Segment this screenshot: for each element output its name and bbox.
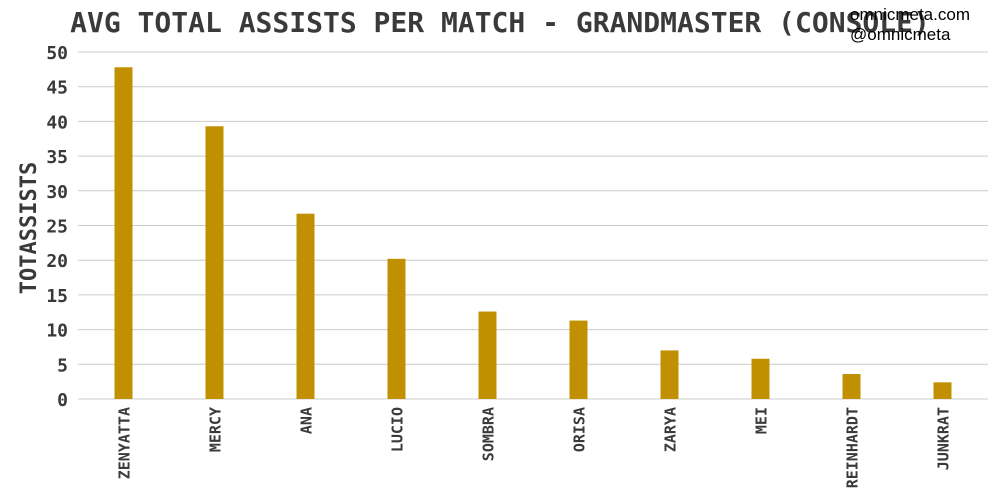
x-tick-label: ANA <box>298 407 316 434</box>
y-axis-ticks: 0 5 10 15 20 25 30 35 40 45 50 <box>46 43 68 411</box>
bar <box>933 382 952 399</box>
y-tick-label: 40 <box>46 112 68 133</box>
bar <box>296 213 315 399</box>
x-axis-ticks: ZENYATTA MERCY ANA LUCIO SOMBRA ORISA ZARYA MEI… <box>116 407 953 488</box>
brand-handle: @omnicmeta <box>850 25 951 44</box>
y-tick-label: 35 <box>46 147 68 168</box>
brand-site: omnicmeta.com <box>850 5 970 24</box>
y-axis-label: TOTASSISTS <box>17 162 42 294</box>
y-tick-label: 25 <box>46 217 68 238</box>
bar <box>387 258 406 399</box>
y-tick-label: 20 <box>46 251 68 272</box>
y-tick-label: 30 <box>46 182 68 203</box>
chart-title: AVG TOTAL ASSISTS PER MATCH - GRANDMASTE… <box>70 6 930 39</box>
y-tick-label: 10 <box>46 321 68 342</box>
x-tick-label: ZARYA <box>662 407 680 452</box>
bar <box>569 320 588 399</box>
y-tick-label: 50 <box>46 43 68 64</box>
x-tick-label: REINHARDT <box>844 407 862 488</box>
x-tick-label: LUCIO <box>389 407 407 452</box>
x-tick-label: MEI <box>753 407 771 434</box>
y-tick-label: 0 <box>57 390 68 411</box>
x-tick-label: JUNKRAT <box>935 407 953 470</box>
y-tick-label: 15 <box>46 286 68 307</box>
y-tick-label: 45 <box>46 78 68 99</box>
x-tick-label: ORISA <box>571 407 589 452</box>
bar <box>114 67 133 399</box>
x-tick-label: MERCY <box>207 407 225 452</box>
y-tick-label: 5 <box>57 355 68 376</box>
bar <box>842 374 861 399</box>
bar <box>478 311 497 399</box>
bar <box>660 350 679 399</box>
gridlines <box>78 51 988 400</box>
x-tick-label: SOMBRA <box>480 407 498 461</box>
bar <box>751 358 770 399</box>
bar <box>205 126 224 400</box>
x-tick-label: ZENYATTA <box>116 407 134 479</box>
bars <box>114 67 952 400</box>
